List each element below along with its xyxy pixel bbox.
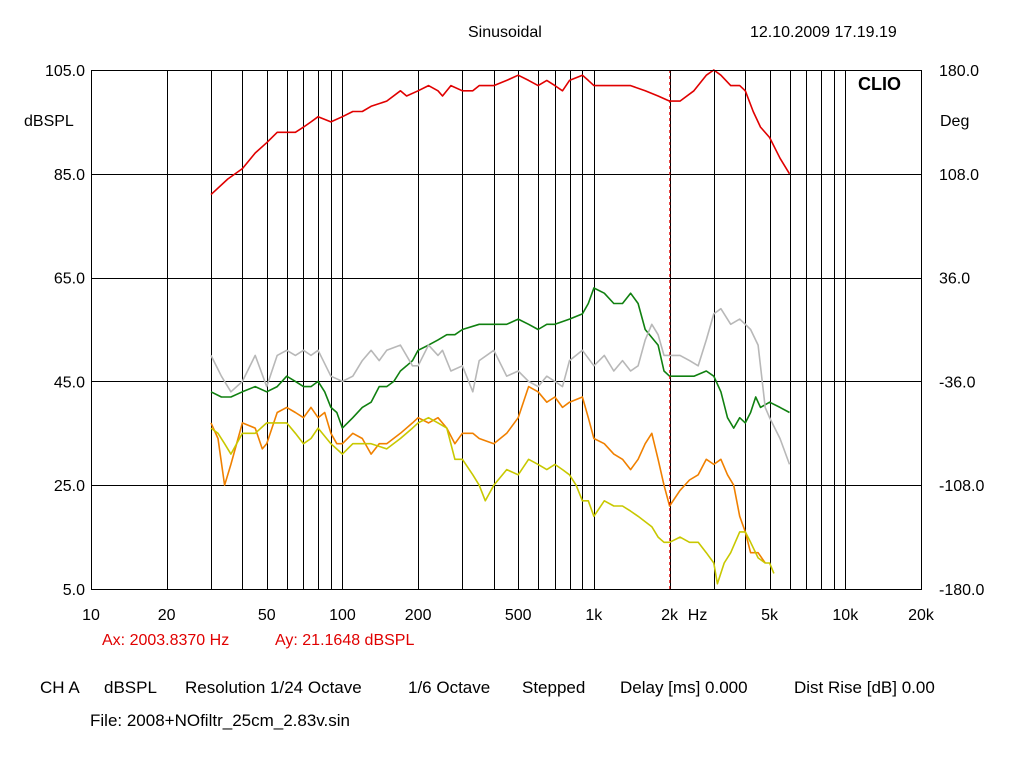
- y2-tick-label: 36.0: [939, 271, 970, 288]
- chart-mode-title: Sinusoidal: [468, 24, 542, 41]
- x-tick-label: 50: [258, 607, 276, 624]
- cursor-y-readout: Ay: 21.1648 dBSPL: [275, 632, 415, 649]
- clio-logo: CLIO: [858, 74, 901, 94]
- y2-tick-label: -108.0: [939, 478, 984, 495]
- x-tick-label: 5k: [761, 607, 779, 624]
- x-tick-label: 500: [505, 607, 532, 624]
- grid: [91, 70, 922, 590]
- y-tick-label: 65.0: [54, 271, 85, 288]
- left-axis-unit: dBSPL: [24, 113, 74, 130]
- y-tick-label: 105.0: [45, 63, 85, 80]
- tick-labels: 105.0 85.0 65.0 45.0 25.0 5.0 180.0 108.0 36.0 -3…: [45, 63, 985, 624]
- x-tick-label: 2k: [661, 607, 679, 624]
- series-line-4: [210, 385, 766, 564]
- y2-tick-label: 180.0: [939, 63, 979, 80]
- x-tick-label: 200: [405, 607, 432, 624]
- unit-label: dBSPL: [104, 678, 157, 697]
- y-tick-label: 5.0: [63, 582, 85, 599]
- series-line-1: [210, 69, 791, 196]
- file-label: File: 2008+NOfiltr_25cm_2.83v.sin: [90, 711, 351, 730]
- channel-label: CH A: [40, 678, 80, 697]
- y-tick-label: 45.0: [54, 374, 85, 391]
- x-tick-label: 1k: [585, 607, 603, 624]
- y-tick-label: 25.0: [54, 478, 85, 495]
- x-tick-label: 10: [82, 607, 100, 624]
- x-tick-label: 20k: [908, 607, 935, 624]
- series-line-5: [210, 416, 775, 585]
- series-line-2: [210, 287, 790, 429]
- smoothing-label: 1/6 Octave: [408, 678, 491, 697]
- series-line-3: [210, 307, 791, 465]
- frequency-response-chart: 105.0 85.0 65.0 45.0 25.0 5.0 180.0 108.0 36.0 -3…: [45, 63, 985, 624]
- series-layer: [210, 69, 791, 585]
- resolution-label: Resolution 1/24 Octave: [185, 678, 362, 697]
- y-tick-label: 85.0: [54, 167, 85, 184]
- right-axis-unit: Deg: [940, 113, 970, 130]
- dist-rise-label: Dist Rise [dB] 0.00: [794, 678, 935, 697]
- y2-tick-label: 108.0: [939, 167, 979, 184]
- y2-tick-label: -36.0: [939, 374, 976, 391]
- x-axis-unit: Hz: [688, 607, 708, 624]
- cursor-x-readout: Ax: 2003.8370 Hz: [102, 632, 230, 649]
- y2-tick-label: -180.0: [939, 582, 984, 599]
- timestamp: 12.10.2009 17.19.19: [750, 24, 897, 41]
- x-tick-label: 100: [329, 607, 356, 624]
- plot-frame: [91, 70, 922, 590]
- x-tick-label: 10k: [832, 607, 859, 624]
- delay-label: Delay [ms] 0.000: [620, 678, 748, 697]
- x-tick-label: 20: [158, 607, 176, 624]
- sweep-mode-label: Stepped: [522, 678, 586, 697]
